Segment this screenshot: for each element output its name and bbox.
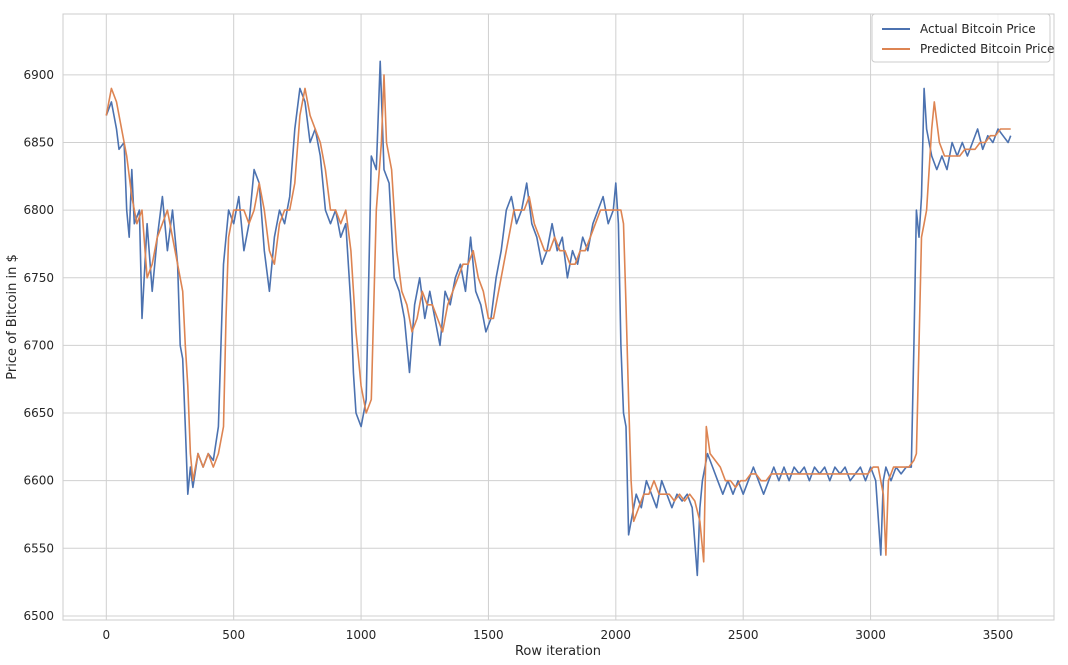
y-tick-label: 6650 bbox=[23, 406, 54, 420]
grid bbox=[63, 14, 1054, 620]
x-axis-label: Row iteration bbox=[515, 644, 601, 659]
y-tick-label: 6500 bbox=[23, 609, 54, 623]
legend-label-predicted: Predicted Bitcoin Price bbox=[920, 42, 1054, 56]
plot-area bbox=[62, 13, 1055, 621]
x-tick-label: 2500 bbox=[728, 628, 759, 642]
x-tick-label: 3000 bbox=[855, 628, 886, 642]
legend-label-actual: Actual Bitcoin Price bbox=[920, 22, 1036, 36]
x-tick-label: 1000 bbox=[346, 628, 377, 642]
y-tick-label: 6800 bbox=[23, 203, 54, 217]
x-tick-label: 2000 bbox=[601, 628, 632, 642]
y-tick-labels: 6500 6550 6600 6650 6700 6750 6800 6850 6900 bbox=[23, 68, 54, 623]
series-line-predicted bbox=[105, 74, 1011, 563]
y-tick-label: 6900 bbox=[23, 68, 54, 82]
legend-box bbox=[871, 13, 1051, 63]
y-tick-label: 6850 bbox=[23, 136, 54, 150]
y-axis-label: Price of Bitcoin in $ bbox=[5, 254, 20, 379]
y-tick-label: 6550 bbox=[23, 541, 54, 555]
legend: Actual Bitcoin Price Predicted Bitcoin P… bbox=[871, 13, 1054, 63]
y-tick-label: 6700 bbox=[23, 338, 54, 352]
y-tick-label: 6600 bbox=[23, 474, 54, 488]
x-tick-label: 3500 bbox=[983, 628, 1014, 642]
series-layer bbox=[105, 60, 1012, 577]
x-tick-label: 0 bbox=[102, 628, 110, 642]
x-tick-labels: 0 500 1000 1500 2000 2500 3000 3500 bbox=[102, 628, 1013, 642]
x-tick-label: 1500 bbox=[473, 628, 504, 642]
y-tick-label: 6750 bbox=[23, 271, 54, 285]
x-tick-label: 500 bbox=[222, 628, 245, 642]
